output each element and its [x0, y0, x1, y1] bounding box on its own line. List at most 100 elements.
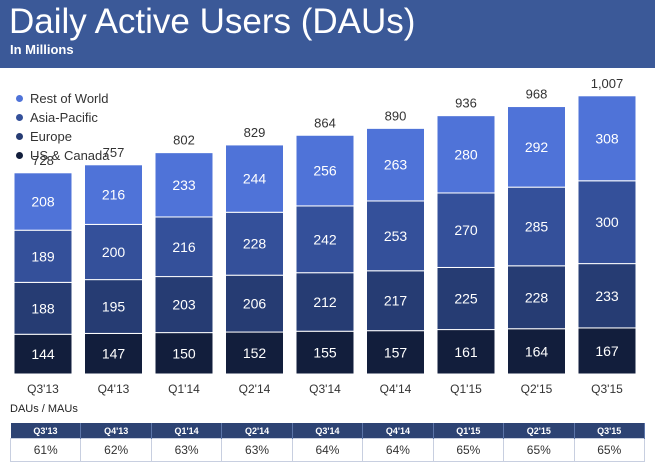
- bar-value-label: 285: [525, 218, 549, 234]
- dau-mau-value: 62%: [80, 438, 152, 462]
- bar-segment-rest-of-world: [577, 95, 637, 182]
- bar-value-label: 206: [243, 296, 267, 312]
- bar-segment-rest-of-world: [84, 164, 143, 225]
- dau-mau-value: 65%: [573, 438, 645, 462]
- x-tick-label: Q1'14: [168, 382, 200, 396]
- bar-total-label: 890: [385, 108, 407, 123]
- legend-label: US & Canada: [30, 148, 110, 163]
- bar-value-label: 244: [243, 171, 267, 187]
- bar-value-label: 167: [595, 343, 619, 359]
- x-tick-label: Q2'15: [521, 382, 553, 396]
- legend-item-rest-of-world: Rest of World: [16, 89, 110, 108]
- bar-segment-us-canada: [154, 332, 214, 375]
- bar-segment-asia-pacific: [13, 229, 73, 283]
- bar-value-label: 256: [313, 163, 337, 179]
- stacked-bar-chart: 144 188 189 208 728 Q3'13 147 195 200 216 757 Q4'13…: [13, 76, 637, 396]
- x-tick-label: Q3'14: [309, 382, 341, 396]
- bar-value-label: 233: [172, 177, 196, 193]
- bar-value-label: 216: [172, 239, 196, 255]
- bar-segment-asia-pacific: [366, 200, 425, 272]
- legend-label: Rest of World: [30, 91, 109, 106]
- dau-mau-value: 64%: [362, 438, 434, 462]
- bar-value-label: 280: [454, 146, 478, 162]
- legend-dot-icon: [16, 95, 23, 102]
- x-tick-label: Q3'15: [591, 382, 623, 396]
- page-subtitle: In Millions: [10, 42, 74, 57]
- bar-segment-europe: [507, 265, 566, 330]
- bar-segment-europe: [577, 263, 637, 329]
- dau-mau-quarter: Q1'15: [433, 423, 505, 439]
- bar-value-label: 200: [102, 244, 126, 260]
- bar-value-label: 300: [595, 214, 619, 230]
- bar-value-label: 161: [454, 344, 478, 360]
- bar-value-label: 188: [31, 300, 55, 316]
- bar-value-label: 228: [525, 289, 549, 305]
- bar-segment-europe: [13, 281, 73, 335]
- page-title: Daily Active Users (DAUs): [9, 2, 416, 41]
- bar-segment-us-canada: [577, 327, 637, 375]
- dau-mau-quarter: Q4'13: [80, 423, 152, 439]
- dau-mau-quarter: Q2'15: [503, 423, 575, 439]
- bar-total-label: 728: [32, 153, 54, 168]
- bar-segment-europe: [436, 266, 496, 331]
- bar-total-label: 802: [173, 133, 195, 148]
- legend-dot-icon: [16, 133, 23, 140]
- bar-value-label: 225: [454, 291, 478, 307]
- bar-value-label: 270: [454, 222, 478, 238]
- bar-segment-rest-of-world: [295, 134, 355, 207]
- header-banner: Daily Active Users (DAUs) In Millions: [0, 0, 655, 68]
- dau-mau-quarter: Q3'14: [292, 423, 364, 439]
- legend-item-europe: Europe: [16, 127, 110, 146]
- bar-value-label: 233: [595, 288, 619, 304]
- dau-mau-values-row: 61% 62% 63% 63% 64% 64% 65% 65% 65%: [9, 438, 645, 462]
- dau-mau-value: 65%: [432, 438, 505, 462]
- bar-value-label: 195: [102, 299, 126, 315]
- bar-value-label: 228: [243, 236, 267, 252]
- x-tick-label: Q4'13: [98, 382, 130, 396]
- dau-mau-quarter: Q4'14: [362, 423, 434, 439]
- bar-segment-europe: [154, 276, 214, 334]
- legend-item-us-canada: US & Canada: [16, 146, 110, 165]
- bar-value-label: 157: [384, 344, 408, 360]
- bar-value-label: 253: [384, 228, 408, 244]
- bar-value-label: 292: [525, 139, 549, 155]
- bar-value-label: 308: [595, 130, 619, 146]
- x-tick-label: Q3'13: [27, 382, 59, 396]
- bar-segment-us-canada: [507, 328, 566, 375]
- bar-value-label: 147: [102, 346, 126, 362]
- dau-mau-quarter: Q1'14: [151, 423, 223, 439]
- bar-segment-rest-of-world: [507, 106, 566, 188]
- dau-mau-value: 64%: [291, 438, 364, 462]
- bar-segment-europe: [295, 272, 355, 332]
- bar-segment-rest-of-world: [154, 152, 214, 218]
- dau-mau-header-row: Q3'13 Q4'13 Q1'14 Q2'14 Q3'14 Q4'14 Q1'1…: [10, 423, 645, 439]
- bar-segment-rest-of-world: [225, 144, 284, 213]
- dau-mau-quarter: Q3'13: [10, 423, 82, 439]
- bar-value-label: 263: [384, 157, 408, 173]
- bar-total-label: 968: [526, 87, 548, 102]
- bar-segment-rest-of-world: [366, 127, 425, 202]
- dau-mau-quarter: Q3'15: [574, 423, 645, 439]
- bar-segment-us-canada: [225, 331, 284, 375]
- bar-total-label: 936: [455, 96, 477, 111]
- dau-mau-value: 65%: [503, 438, 575, 462]
- bar-segment-us-canada: [295, 330, 355, 375]
- bar-segment-us-canada: [84, 332, 143, 375]
- dau-mau-value: 63%: [221, 438, 293, 462]
- dau-mau-table: Q3'13 Q4'13 Q1'14 Q2'14 Q3'14 Q4'14 Q1'1…: [9, 423, 645, 462]
- bar-segment-asia-pacific: [577, 180, 637, 265]
- bar-total-label: 864: [314, 115, 336, 130]
- bar-value-label: 164: [525, 343, 549, 359]
- legend-item-asia-pacific: Asia-Pacific: [16, 108, 110, 127]
- dau-mau-quarter: Q2'14: [221, 423, 293, 439]
- bar-segment-us-canada: [366, 330, 425, 375]
- bar-value-label: 208: [31, 194, 55, 210]
- bar-value-label: 189: [31, 248, 55, 264]
- bar-value-label: 212: [313, 294, 337, 310]
- bar-segment-asia-pacific: [436, 192, 496, 268]
- dau-mau-label: DAUs / MAUs: [10, 403, 78, 415]
- bar-total-label: 1,007: [591, 76, 624, 91]
- dau-mau-value: 61%: [9, 438, 82, 462]
- bar-value-label: 217: [384, 293, 408, 309]
- x-tick-label: Q4'14: [380, 382, 412, 396]
